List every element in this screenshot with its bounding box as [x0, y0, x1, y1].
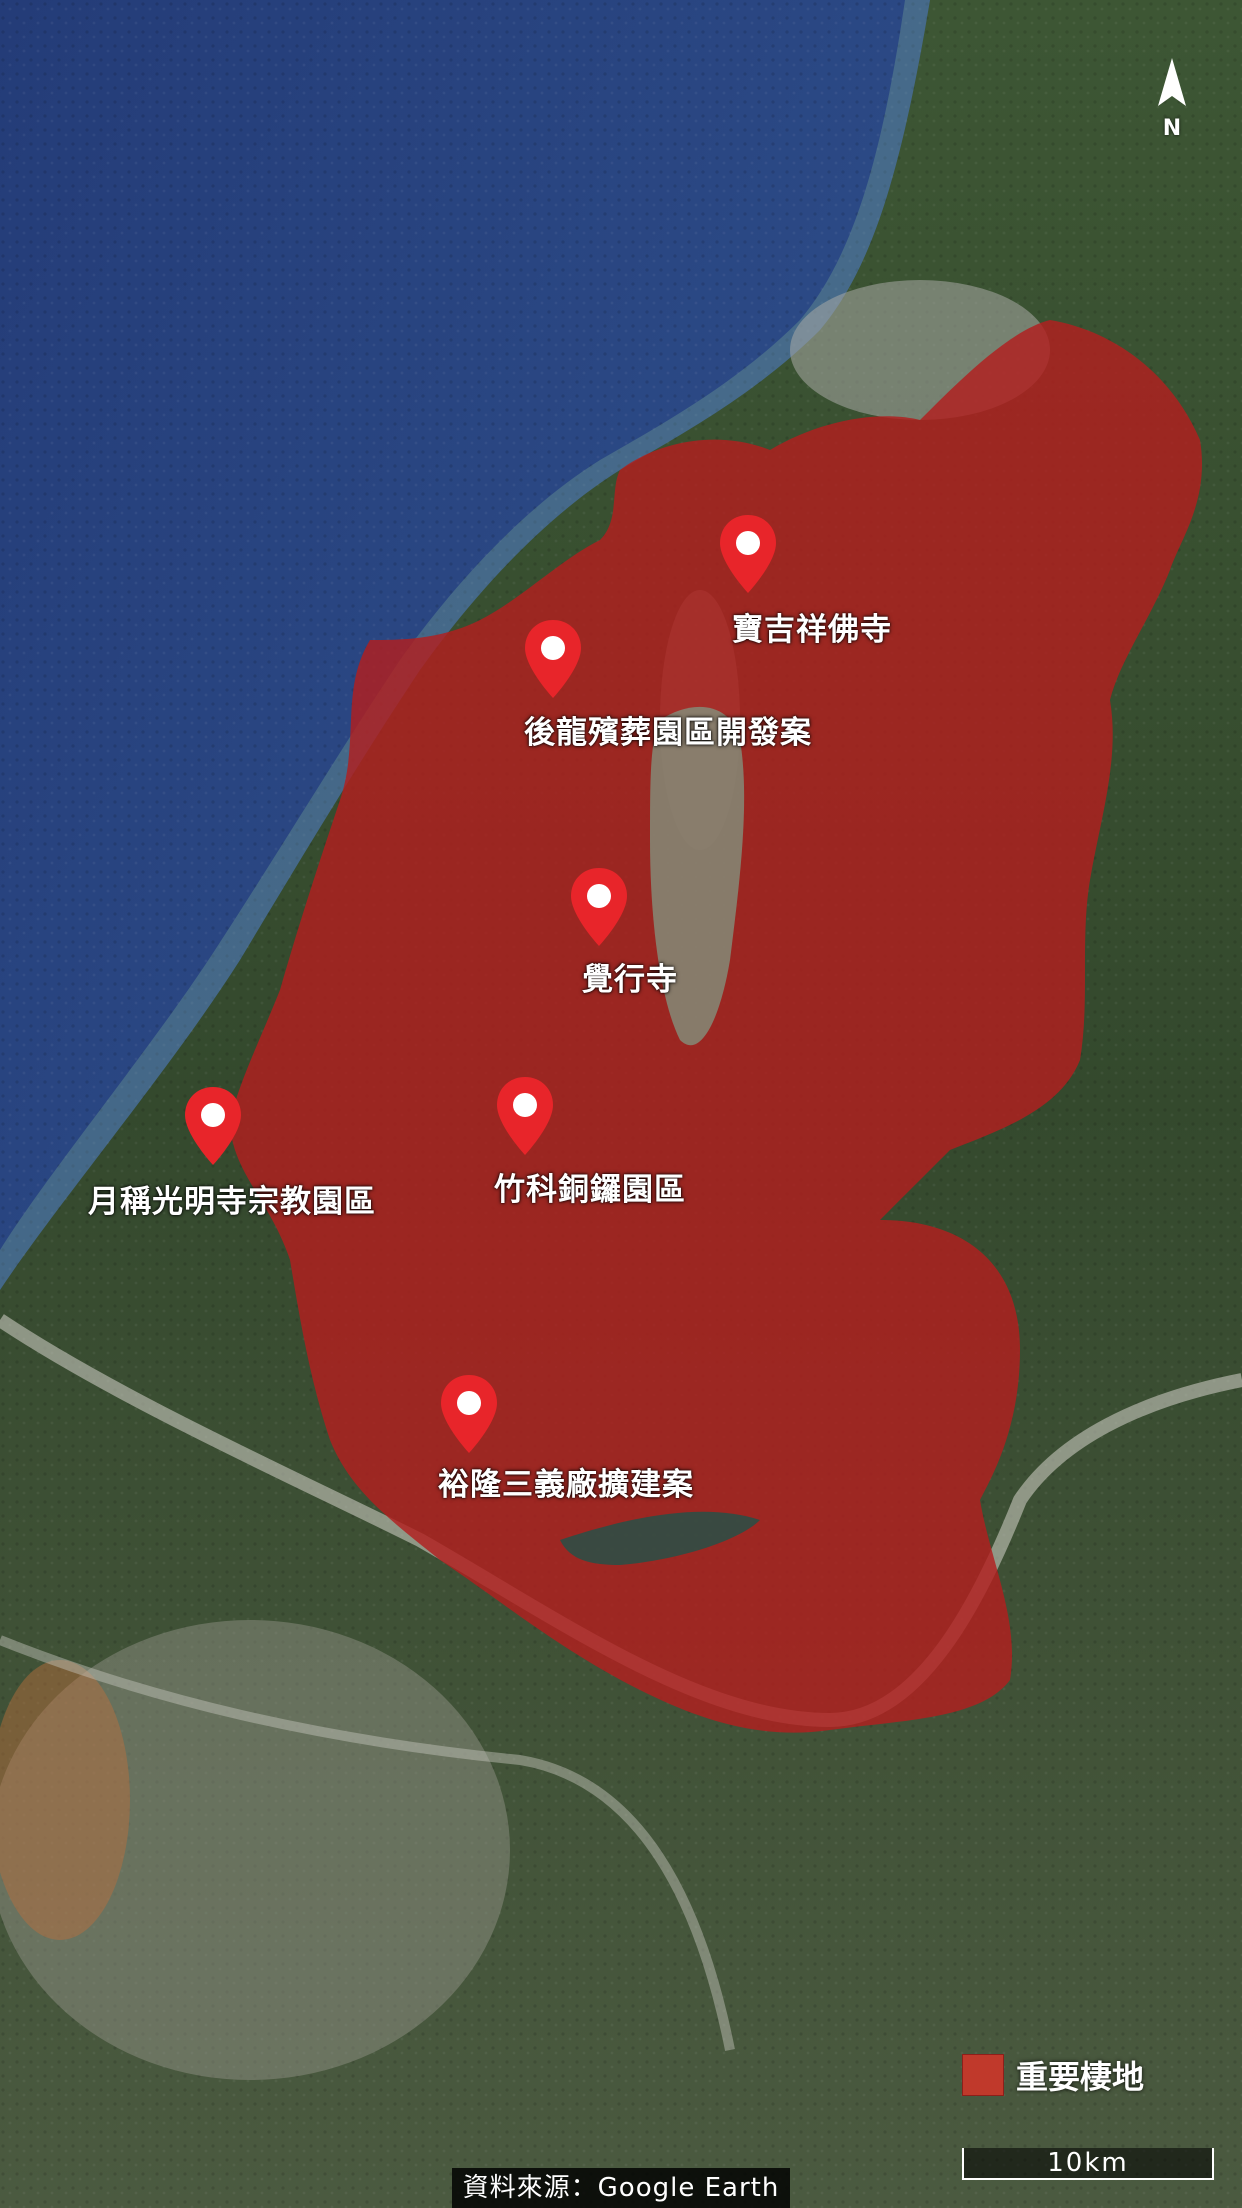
marker-pin-zhuke[interactable]: [494, 1075, 556, 1157]
location-pin-icon: [525, 620, 581, 698]
location-pin-icon: [720, 515, 776, 593]
location-pin-icon: [441, 1375, 497, 1453]
marker-label-baojixiang: 寶吉祥佛寺: [732, 612, 892, 648]
marker-label-houlong: 後龍殯葬園區開發案: [524, 715, 812, 751]
north-arrow: N: [1152, 56, 1192, 146]
reservoir: [560, 1511, 760, 1565]
marker-pin-houlong[interactable]: [522, 618, 584, 700]
legend-label: 重要棲地: [1016, 2058, 1145, 2096]
marker-pin-yuecheng[interactable]: [182, 1085, 244, 1167]
north-arrow-icon: [1158, 58, 1186, 106]
coastal-shallows: [0, 0, 930, 1290]
habitat-valley-gap: [650, 706, 745, 1046]
source-credit: 資料來源：Google Earth: [452, 2168, 790, 2208]
marker-pin-yulong[interactable]: [438, 1373, 500, 1455]
location-pin-icon: [185, 1087, 241, 1165]
location-pin-icon: [497, 1077, 553, 1155]
legend-swatch: [962, 2054, 1004, 2096]
location-pin-icon: [571, 868, 627, 946]
farmland-area: [0, 1660, 130, 1940]
river-far-south: [0, 1635, 735, 2051]
marker-pin-baojixiang[interactable]: [717, 513, 779, 595]
urban-area-south: [0, 1620, 510, 2080]
marker-label-juexing: 覺行寺: [582, 962, 678, 998]
marker-pin-juexing[interactable]: [568, 866, 630, 948]
marker-label-zhuke: 竹科銅鑼園區: [494, 1172, 686, 1208]
scale-bar: 10km: [962, 2148, 1214, 2180]
marker-label-yuecheng: 月稱光明寺宗教園區: [88, 1184, 376, 1220]
map-legend: 重要棲地: [962, 2052, 1144, 2098]
marker-label-yulong: 裕隆三義廠擴建案: [438, 1467, 694, 1503]
north-label: N: [1162, 116, 1182, 141]
